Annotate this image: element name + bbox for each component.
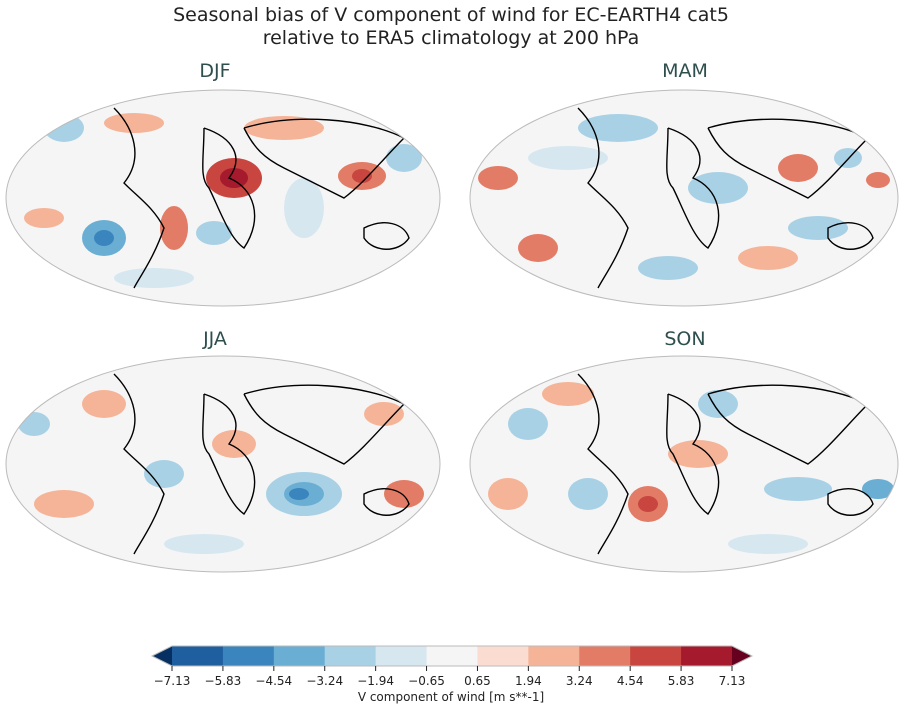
bias-contour xyxy=(508,408,548,440)
bias-contour xyxy=(862,479,894,499)
colorbar-over-arrow xyxy=(732,646,752,666)
coastline xyxy=(243,118,406,199)
colorbar-tick-label: 5.83 xyxy=(667,674,695,688)
bias-contour xyxy=(160,206,188,250)
bias-contour xyxy=(220,168,248,188)
colorbar-swatch xyxy=(681,646,733,666)
bias-contour xyxy=(364,402,404,426)
panel-label-jja: JJA xyxy=(203,328,227,350)
colorbar-tick-label: 4.54 xyxy=(616,674,644,688)
colorbar-swatch xyxy=(528,646,580,666)
bias-contour xyxy=(384,480,424,508)
coastline xyxy=(666,393,720,515)
bias-contour xyxy=(542,382,594,406)
bias-contour xyxy=(866,172,890,188)
coastline xyxy=(113,373,165,555)
colorbar-under-arrow xyxy=(152,646,172,666)
bias-contour xyxy=(638,496,658,512)
bias-contour xyxy=(44,114,84,142)
figure-title-line2: relative to ERA5 climatology at 200 hPa xyxy=(262,27,640,49)
colorbar-swatch xyxy=(324,646,377,666)
map-border xyxy=(5,89,441,307)
coastline xyxy=(827,222,874,250)
coastline xyxy=(113,107,165,289)
coastline xyxy=(577,373,629,555)
bias-contour xyxy=(728,534,808,554)
colorbar-tick-label: −7.13 xyxy=(153,674,191,688)
bias-contour xyxy=(386,144,422,172)
colorbar xyxy=(150,645,754,671)
bias-contour xyxy=(698,390,738,418)
bias-contour xyxy=(212,430,256,458)
coastline xyxy=(363,222,410,250)
map-mam xyxy=(469,89,899,307)
bias-contour xyxy=(114,268,194,288)
colorbar-tick-label: −3.24 xyxy=(306,674,344,688)
colorbar-tick-label: 1.94 xyxy=(515,674,542,688)
bias-contour xyxy=(196,221,232,245)
colorbar-swatch xyxy=(426,646,478,666)
panel-label-djf: DJF xyxy=(199,60,231,82)
bias-contour xyxy=(528,146,608,170)
bias-contour xyxy=(764,477,832,501)
bias-contour xyxy=(289,488,309,500)
bias-contour xyxy=(518,234,558,262)
coastline xyxy=(827,488,874,516)
map-son xyxy=(469,355,899,573)
colorbar-swatch xyxy=(375,646,428,666)
coastline xyxy=(577,107,629,289)
map-border xyxy=(469,89,899,307)
bias-contour xyxy=(638,256,698,280)
coastline xyxy=(202,127,256,249)
bias-contour xyxy=(352,169,372,183)
colorbar-tick-label: 0.65 xyxy=(464,674,491,688)
bias-contour xyxy=(24,208,64,228)
bias-contour xyxy=(478,166,518,190)
map-border xyxy=(469,355,899,573)
bias-contour xyxy=(488,478,528,510)
map-border xyxy=(5,355,441,573)
bias-contour xyxy=(18,412,50,436)
bias-contour xyxy=(34,490,94,518)
colorbar-tick-label: −1.94 xyxy=(357,674,395,688)
bias-contour xyxy=(144,460,184,488)
colorbar-swatch xyxy=(172,646,224,666)
bias-contour xyxy=(688,172,748,204)
panel-label-mam: MAM xyxy=(662,60,708,82)
bias-contour xyxy=(578,114,658,142)
colorbar-swatch xyxy=(222,646,275,666)
bias-contour xyxy=(82,390,126,418)
colorbar-tick-label: −0.65 xyxy=(408,674,445,688)
coastline xyxy=(243,384,406,465)
coastline xyxy=(666,127,720,249)
bias-contour xyxy=(834,148,862,168)
bias-contour xyxy=(164,534,244,554)
colorbar-label: V component of wind [m s**-1] xyxy=(357,690,545,704)
bias-contour xyxy=(284,178,324,238)
colorbar-swatch xyxy=(630,646,682,666)
map-jja xyxy=(5,355,441,573)
coastline xyxy=(707,384,870,465)
bias-contour xyxy=(244,116,324,140)
colorbar-swatch xyxy=(579,646,631,666)
colorbar-tick-label: 3.24 xyxy=(565,674,593,688)
coastline xyxy=(202,393,256,515)
figure-title-line1: Seasonal bias of V component of wind for… xyxy=(173,4,729,26)
colorbar-tick-label: 7.13 xyxy=(718,674,746,688)
colorbar-tick-label: −4.54 xyxy=(255,674,293,688)
bias-contour xyxy=(94,230,114,246)
colorbar-tick-label: −5.83 xyxy=(204,674,242,688)
panel-label-son: SON xyxy=(664,328,706,350)
bias-contour xyxy=(778,154,818,182)
coastline xyxy=(707,118,870,199)
bias-contour xyxy=(568,478,608,510)
colorbar-swatch xyxy=(273,646,326,666)
coastline xyxy=(363,488,410,516)
map-djf xyxy=(5,89,441,307)
bias-contour xyxy=(104,113,164,133)
colorbar-swatch xyxy=(477,646,529,666)
bias-contour xyxy=(738,246,798,270)
bias-contour xyxy=(788,216,848,240)
